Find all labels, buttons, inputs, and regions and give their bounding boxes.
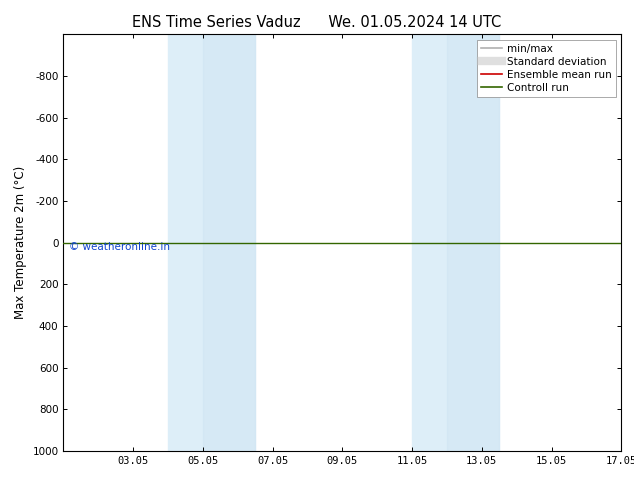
Legend: min/max, Standard deviation, Ensemble mean run, Controll run: min/max, Standard deviation, Ensemble me…: [477, 40, 616, 97]
Text: ENS Time Series Vaduz      We. 01.05.2024 14 UTC: ENS Time Series Vaduz We. 01.05.2024 14 …: [133, 15, 501, 30]
Y-axis label: Max Temperature 2m (°C): Max Temperature 2m (°C): [14, 166, 27, 319]
Bar: [447, 34, 500, 451]
Bar: [412, 34, 500, 451]
Bar: [168, 34, 255, 451]
Bar: [203, 34, 255, 451]
Text: © weatheronline.in: © weatheronline.in: [69, 242, 170, 252]
